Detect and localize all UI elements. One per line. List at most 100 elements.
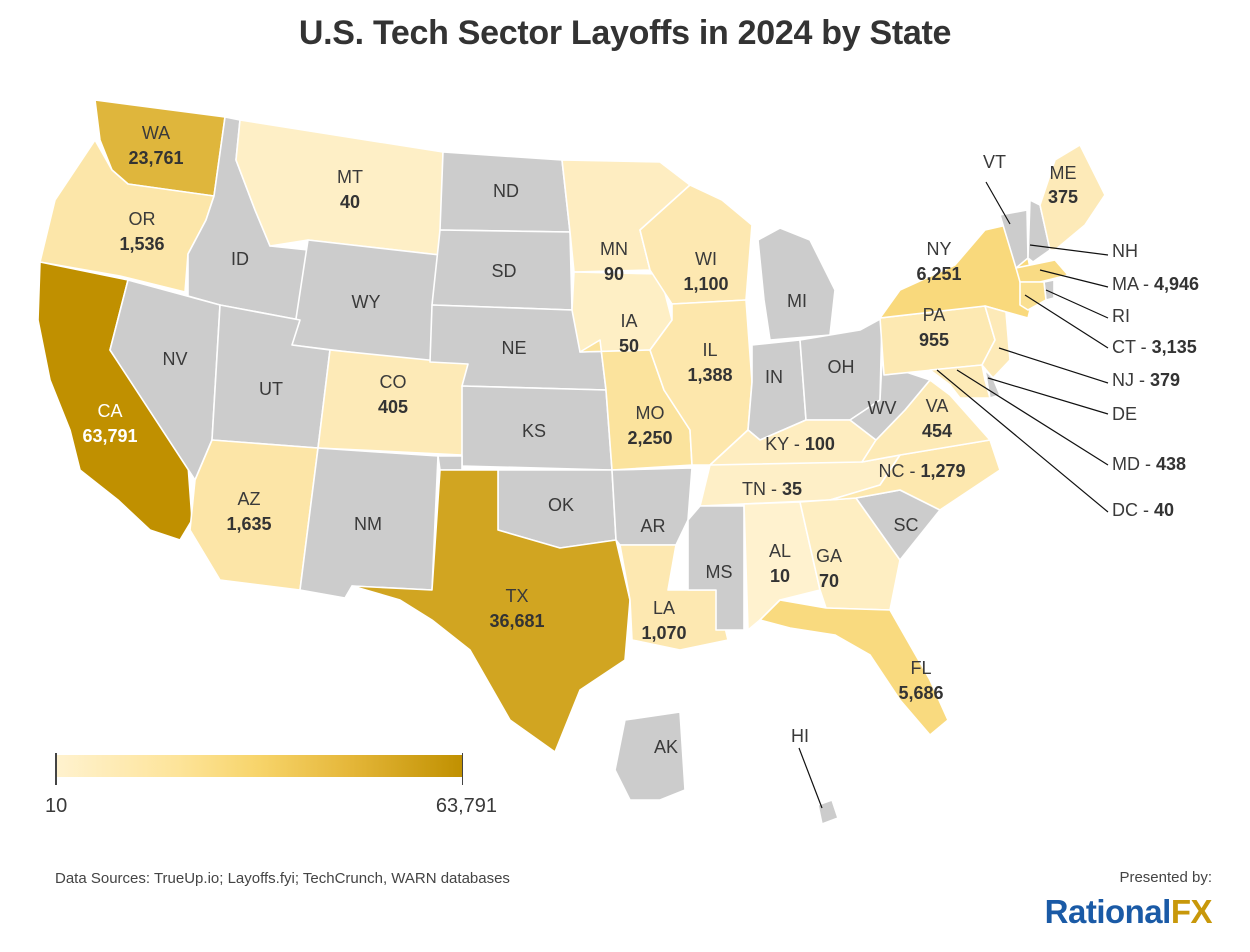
callout-vt: VT — [983, 152, 1006, 172]
state-abbr-il: IL — [702, 340, 717, 360]
state-abbr-nh: NH — [1112, 241, 1138, 261]
state-value-il: 1,388 — [687, 365, 732, 385]
legend-max-tick — [461, 753, 463, 785]
state-value-ma: 4,946 — [1154, 274, 1199, 294]
state-value-ca: 63,791 — [82, 426, 137, 446]
state-abbr-ar: AR — [640, 516, 665, 536]
state-value-ia: 50 — [619, 336, 639, 356]
state-abbr-ms: MS — [706, 562, 733, 582]
callout-md: MD - 438 — [1112, 454, 1186, 474]
separator: - — [1138, 274, 1154, 294]
state-la — [619, 544, 729, 651]
state-value-az: 1,635 — [226, 514, 271, 534]
state-abbr-nm: NM — [354, 514, 382, 534]
separator: - — [766, 479, 782, 499]
state-value-la: 1,070 — [641, 623, 686, 643]
state-abbr-az: AZ — [237, 489, 260, 509]
state-abbr-ga: GA — [816, 546, 842, 566]
callout-ct: CT - 3,135 — [1112, 337, 1197, 357]
state-value-nc: 1,279 — [920, 461, 965, 481]
state-abbr-tn: TN — [742, 479, 766, 499]
state-il — [649, 299, 753, 466]
state-abbr-mt: MT — [337, 167, 363, 187]
state-value-ct: 3,135 — [1152, 337, 1197, 357]
callout-hi: HI — [791, 726, 809, 746]
state-abbr-dc: DC — [1112, 500, 1138, 520]
leader-line-ri — [1045, 289, 1109, 319]
state-md — [929, 364, 991, 399]
state-abbr-ia: IA — [620, 311, 637, 331]
legend-max-label: 63,791 — [435, 795, 497, 817]
state-mt — [235, 119, 444, 256]
state-hi — [817, 799, 839, 825]
state-value-md: 438 — [1156, 454, 1186, 474]
state-value-co: 405 — [378, 397, 408, 417]
state-value-wa: 23,761 — [128, 148, 183, 168]
state-abbr-or: OR — [129, 209, 156, 229]
rationalfx-logo: RationalFX — [1044, 893, 1213, 931]
state-value-mn: 90 — [604, 264, 624, 284]
state-abbr-me: ME — [1050, 163, 1077, 183]
state-mi — [757, 227, 836, 341]
leader-line-ma — [1039, 269, 1109, 288]
separator: - — [1140, 454, 1156, 474]
legend-min-label: 10 — [45, 795, 68, 817]
leader-line-dc — [936, 369, 1109, 513]
state-value-wi: 1,100 — [683, 274, 728, 294]
legend-min-tick — [55, 753, 57, 785]
state-abbr-ak: AK — [654, 737, 678, 757]
state-abbr-mn: MN — [600, 239, 628, 259]
state-abbr-wy: WY — [352, 292, 381, 312]
state-abbr-de: DE — [1112, 404, 1137, 424]
state-label-ky: KY - 100 — [765, 434, 835, 454]
leader-line-de — [987, 377, 1109, 415]
state-abbr-hi: HI — [791, 726, 809, 746]
state-abbr-pa: PA — [923, 305, 946, 325]
leader-line-hi — [798, 747, 823, 809]
state-abbr-co: CO — [380, 372, 407, 392]
state-abbr-ne: NE — [501, 338, 526, 358]
state-ct — [1019, 281, 1047, 311]
state-abbr-ky: KY — [765, 434, 789, 454]
callout-de: DE — [1112, 404, 1137, 424]
leader-line-vt — [985, 181, 1011, 225]
logo-text-rational: Rational — [1044, 893, 1172, 930]
state-label-tn: TN - 35 — [742, 479, 802, 499]
state-abbr-vt: VT — [983, 152, 1006, 172]
callout-dc: DC - 40 — [1112, 500, 1174, 520]
separator: - — [1136, 337, 1152, 357]
leader-line-md — [956, 369, 1109, 466]
data-sources: Data Sources: TrueUp.io; Layoffs.fyi; Te… — [55, 870, 510, 887]
presented-by: Presented by: — [1119, 869, 1212, 886]
state-value-va: 454 — [922, 421, 952, 441]
state-abbr-ks: KS — [522, 421, 546, 441]
state-abbr-ma: MA — [1112, 274, 1139, 294]
state-me — [1039, 144, 1106, 251]
state-value-ga: 70 — [819, 571, 839, 591]
state-abbr-wi: WI — [695, 249, 717, 269]
callout-ri: RI — [1112, 306, 1130, 326]
state-abbr-tx: TX — [505, 586, 528, 606]
state-abbr-sd: SD — [491, 261, 516, 281]
state-abbr-nv: NV — [162, 349, 187, 369]
state-abbr-nj: NJ — [1112, 370, 1134, 390]
state-abbr-va: VA — [926, 396, 949, 416]
leader-line-nj — [998, 347, 1109, 384]
state-abbr-fl: FL — [910, 658, 931, 678]
state-tx — [351, 469, 631, 753]
separator: - — [1134, 370, 1150, 390]
state-fl — [759, 599, 949, 736]
page-title: U.S. Tech Sector Layoffs in 2024 by Stat… — [298, 14, 952, 52]
callout-ma: MA - 4,946 — [1112, 274, 1199, 294]
state-value-ny: 6,251 — [916, 264, 961, 284]
state-abbr-sc: SC — [893, 515, 918, 535]
state-abbr-wa: WA — [142, 123, 170, 143]
state-abbr-la: LA — [653, 598, 675, 618]
color-scale-bar — [55, 755, 463, 777]
state-abbr-nd: ND — [493, 181, 519, 201]
state-abbr-ok: OK — [548, 495, 574, 515]
state-abbr-ct: CT — [1112, 337, 1136, 357]
state-value-fl: 5,686 — [898, 683, 943, 703]
callout-nh: NH — [1112, 241, 1138, 261]
